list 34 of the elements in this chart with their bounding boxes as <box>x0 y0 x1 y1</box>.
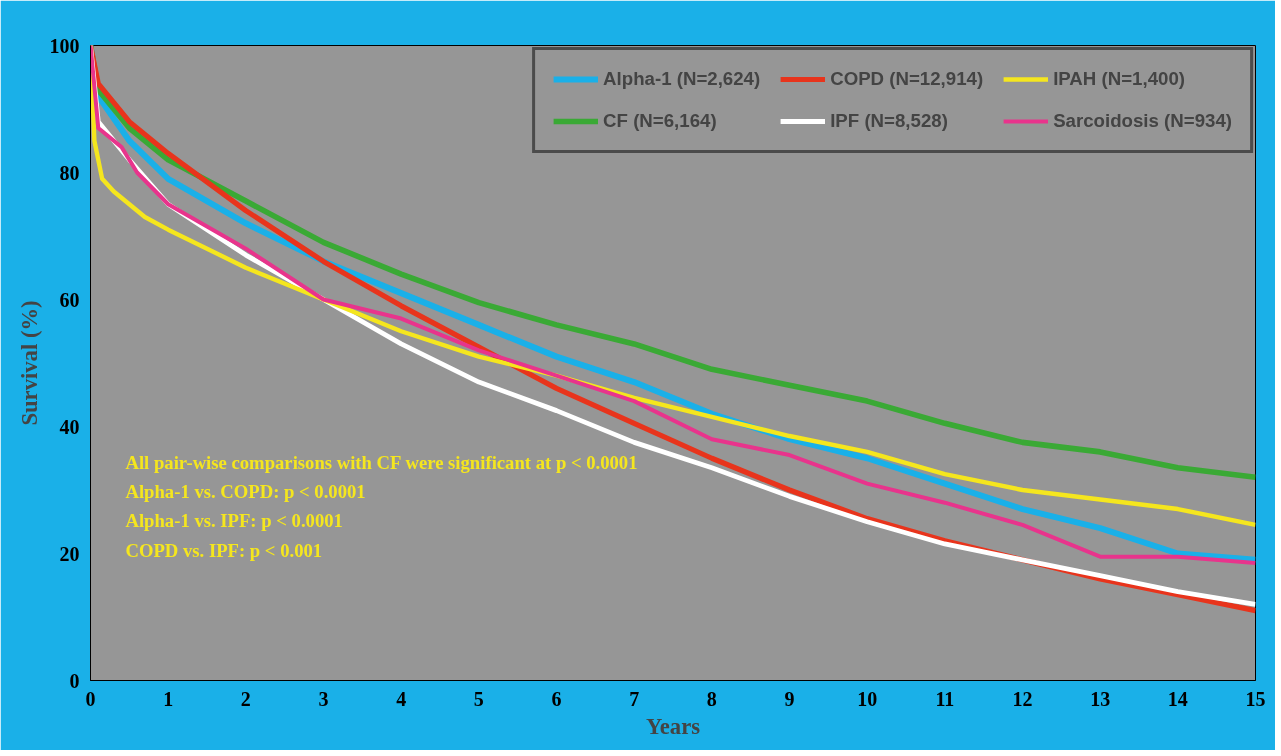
x-tick-label: 6 <box>551 687 562 710</box>
y-tick-label: 80 <box>59 161 80 184</box>
x-tick-label: 9 <box>784 687 795 710</box>
x-tick-label: 0 <box>85 687 96 710</box>
y-tick-label: 100 <box>49 34 80 57</box>
x-tick-label: 4 <box>396 687 407 710</box>
x-tick-label: 12 <box>1012 687 1033 710</box>
legend-label: Alpha-1 (N=2,624) <box>603 68 761 90</box>
y-tick-label: 20 <box>59 542 80 565</box>
annotation: Alpha-1 vs. COPD: p < 0.0001 <box>125 481 366 503</box>
annotation: Alpha-1 vs. IPF: p < 0.0001 <box>125 510 343 532</box>
y-tick-label: 60 <box>59 288 80 311</box>
x-tick-label: 8 <box>706 687 717 710</box>
x-tick-label: 15 <box>1245 687 1266 710</box>
y-tick-label: 40 <box>59 415 80 438</box>
y-tick-label: 0 <box>69 669 80 692</box>
x-tick-label: 13 <box>1090 687 1111 710</box>
annotation: COPD vs. IPF: p < 0.001 <box>125 539 323 561</box>
x-tick-label: 14 <box>1167 687 1188 710</box>
x-tick-label: 1 <box>163 687 174 710</box>
x-tick-label: 5 <box>473 687 484 710</box>
x-tick-label: 3 <box>318 687 329 710</box>
legend-label: CF (N=6,164) <box>603 110 718 132</box>
x-tick-label: 10 <box>857 687 878 710</box>
legend-label: IPAH (N=1,400) <box>1053 68 1186 90</box>
x-tick-label: 2 <box>240 687 251 710</box>
x-tick-label: 11 <box>935 687 955 710</box>
x-tick-label: 7 <box>629 687 640 710</box>
annotation: All pair-wise comparisons with CF were significant at p < 0.0001 <box>125 451 638 473</box>
y-axis-title: Survival (%) <box>16 300 42 426</box>
x-axis-title: Years <box>645 713 701 739</box>
legend-label: Sarcoidosis (N=934) <box>1053 110 1232 132</box>
legend-label: IPF (N=8,528) <box>830 110 949 132</box>
legend-label: COPD (N=12,914) <box>830 68 984 90</box>
